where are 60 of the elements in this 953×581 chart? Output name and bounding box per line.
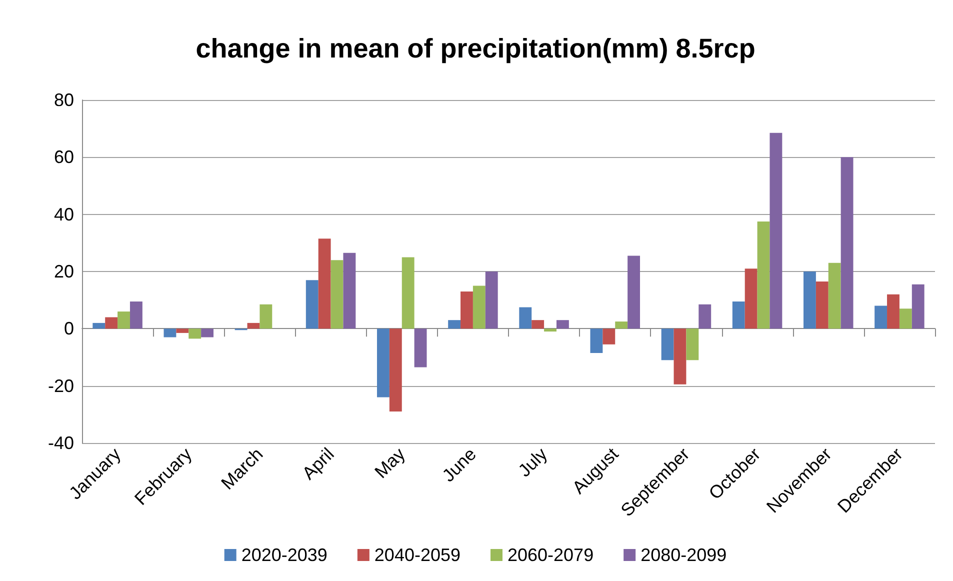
bar bbox=[318, 238, 331, 329]
bar bbox=[615, 322, 628, 329]
bar bbox=[130, 302, 142, 329]
bar bbox=[732, 302, 745, 329]
bar bbox=[803, 272, 816, 329]
y-tick-label: -40 bbox=[48, 433, 74, 453]
bar bbox=[330, 260, 344, 329]
bar bbox=[519, 307, 532, 329]
bar bbox=[472, 286, 486, 329]
bar bbox=[485, 272, 498, 329]
y-tick-label: 40 bbox=[54, 204, 74, 224]
bar bbox=[164, 328, 176, 338]
bar bbox=[840, 157, 854, 329]
legend-label: 2040-2059 bbox=[374, 545, 461, 565]
bar bbox=[306, 280, 318, 329]
bar bbox=[460, 292, 473, 329]
x-tick-label: May bbox=[370, 444, 409, 482]
bar bbox=[343, 252, 356, 329]
bar bbox=[105, 317, 118, 329]
bar bbox=[874, 306, 888, 329]
bar bbox=[544, 328, 556, 332]
bar bbox=[376, 328, 390, 398]
bar bbox=[661, 328, 674, 360]
legend-label: 2080-2099 bbox=[640, 545, 727, 565]
bar bbox=[686, 328, 699, 360]
bar bbox=[532, 320, 544, 329]
bar bbox=[92, 322, 106, 329]
bar bbox=[698, 304, 712, 329]
y-tick-label: 80 bbox=[54, 90, 74, 110]
bar bbox=[118, 312, 130, 329]
bar bbox=[389, 328, 402, 412]
bar bbox=[757, 221, 770, 329]
bar bbox=[770, 132, 782, 329]
bar bbox=[176, 328, 189, 333]
legend-label: 2060-2079 bbox=[508, 545, 594, 565]
bar bbox=[744, 268, 758, 329]
bar bbox=[414, 328, 427, 368]
bar bbox=[260, 304, 272, 329]
bar bbox=[828, 262, 841, 329]
bar bbox=[247, 322, 260, 329]
bar bbox=[628, 256, 640, 329]
y-tick-label: 60 bbox=[54, 147, 74, 168]
y-tick-label: 0 bbox=[64, 318, 74, 339]
bar bbox=[556, 320, 569, 329]
bar bbox=[201, 328, 214, 338]
bar bbox=[899, 308, 912, 329]
bar bbox=[590, 328, 603, 353]
bar bbox=[912, 284, 924, 329]
chart-title: change in mean of precipitation(mm) 8.5rcp bbox=[196, 34, 756, 64]
legend-label: 2020-2039 bbox=[241, 545, 328, 565]
bar bbox=[448, 320, 461, 329]
y-tick-label: -20 bbox=[48, 376, 74, 396]
bar bbox=[887, 294, 900, 329]
bar bbox=[816, 282, 828, 329]
x-tick-label: July bbox=[514, 444, 552, 481]
bar bbox=[602, 328, 616, 344]
bar bbox=[188, 328, 202, 339]
bar bbox=[674, 328, 686, 384]
bar bbox=[402, 257, 414, 329]
y-tick-label: 20 bbox=[54, 262, 74, 282]
